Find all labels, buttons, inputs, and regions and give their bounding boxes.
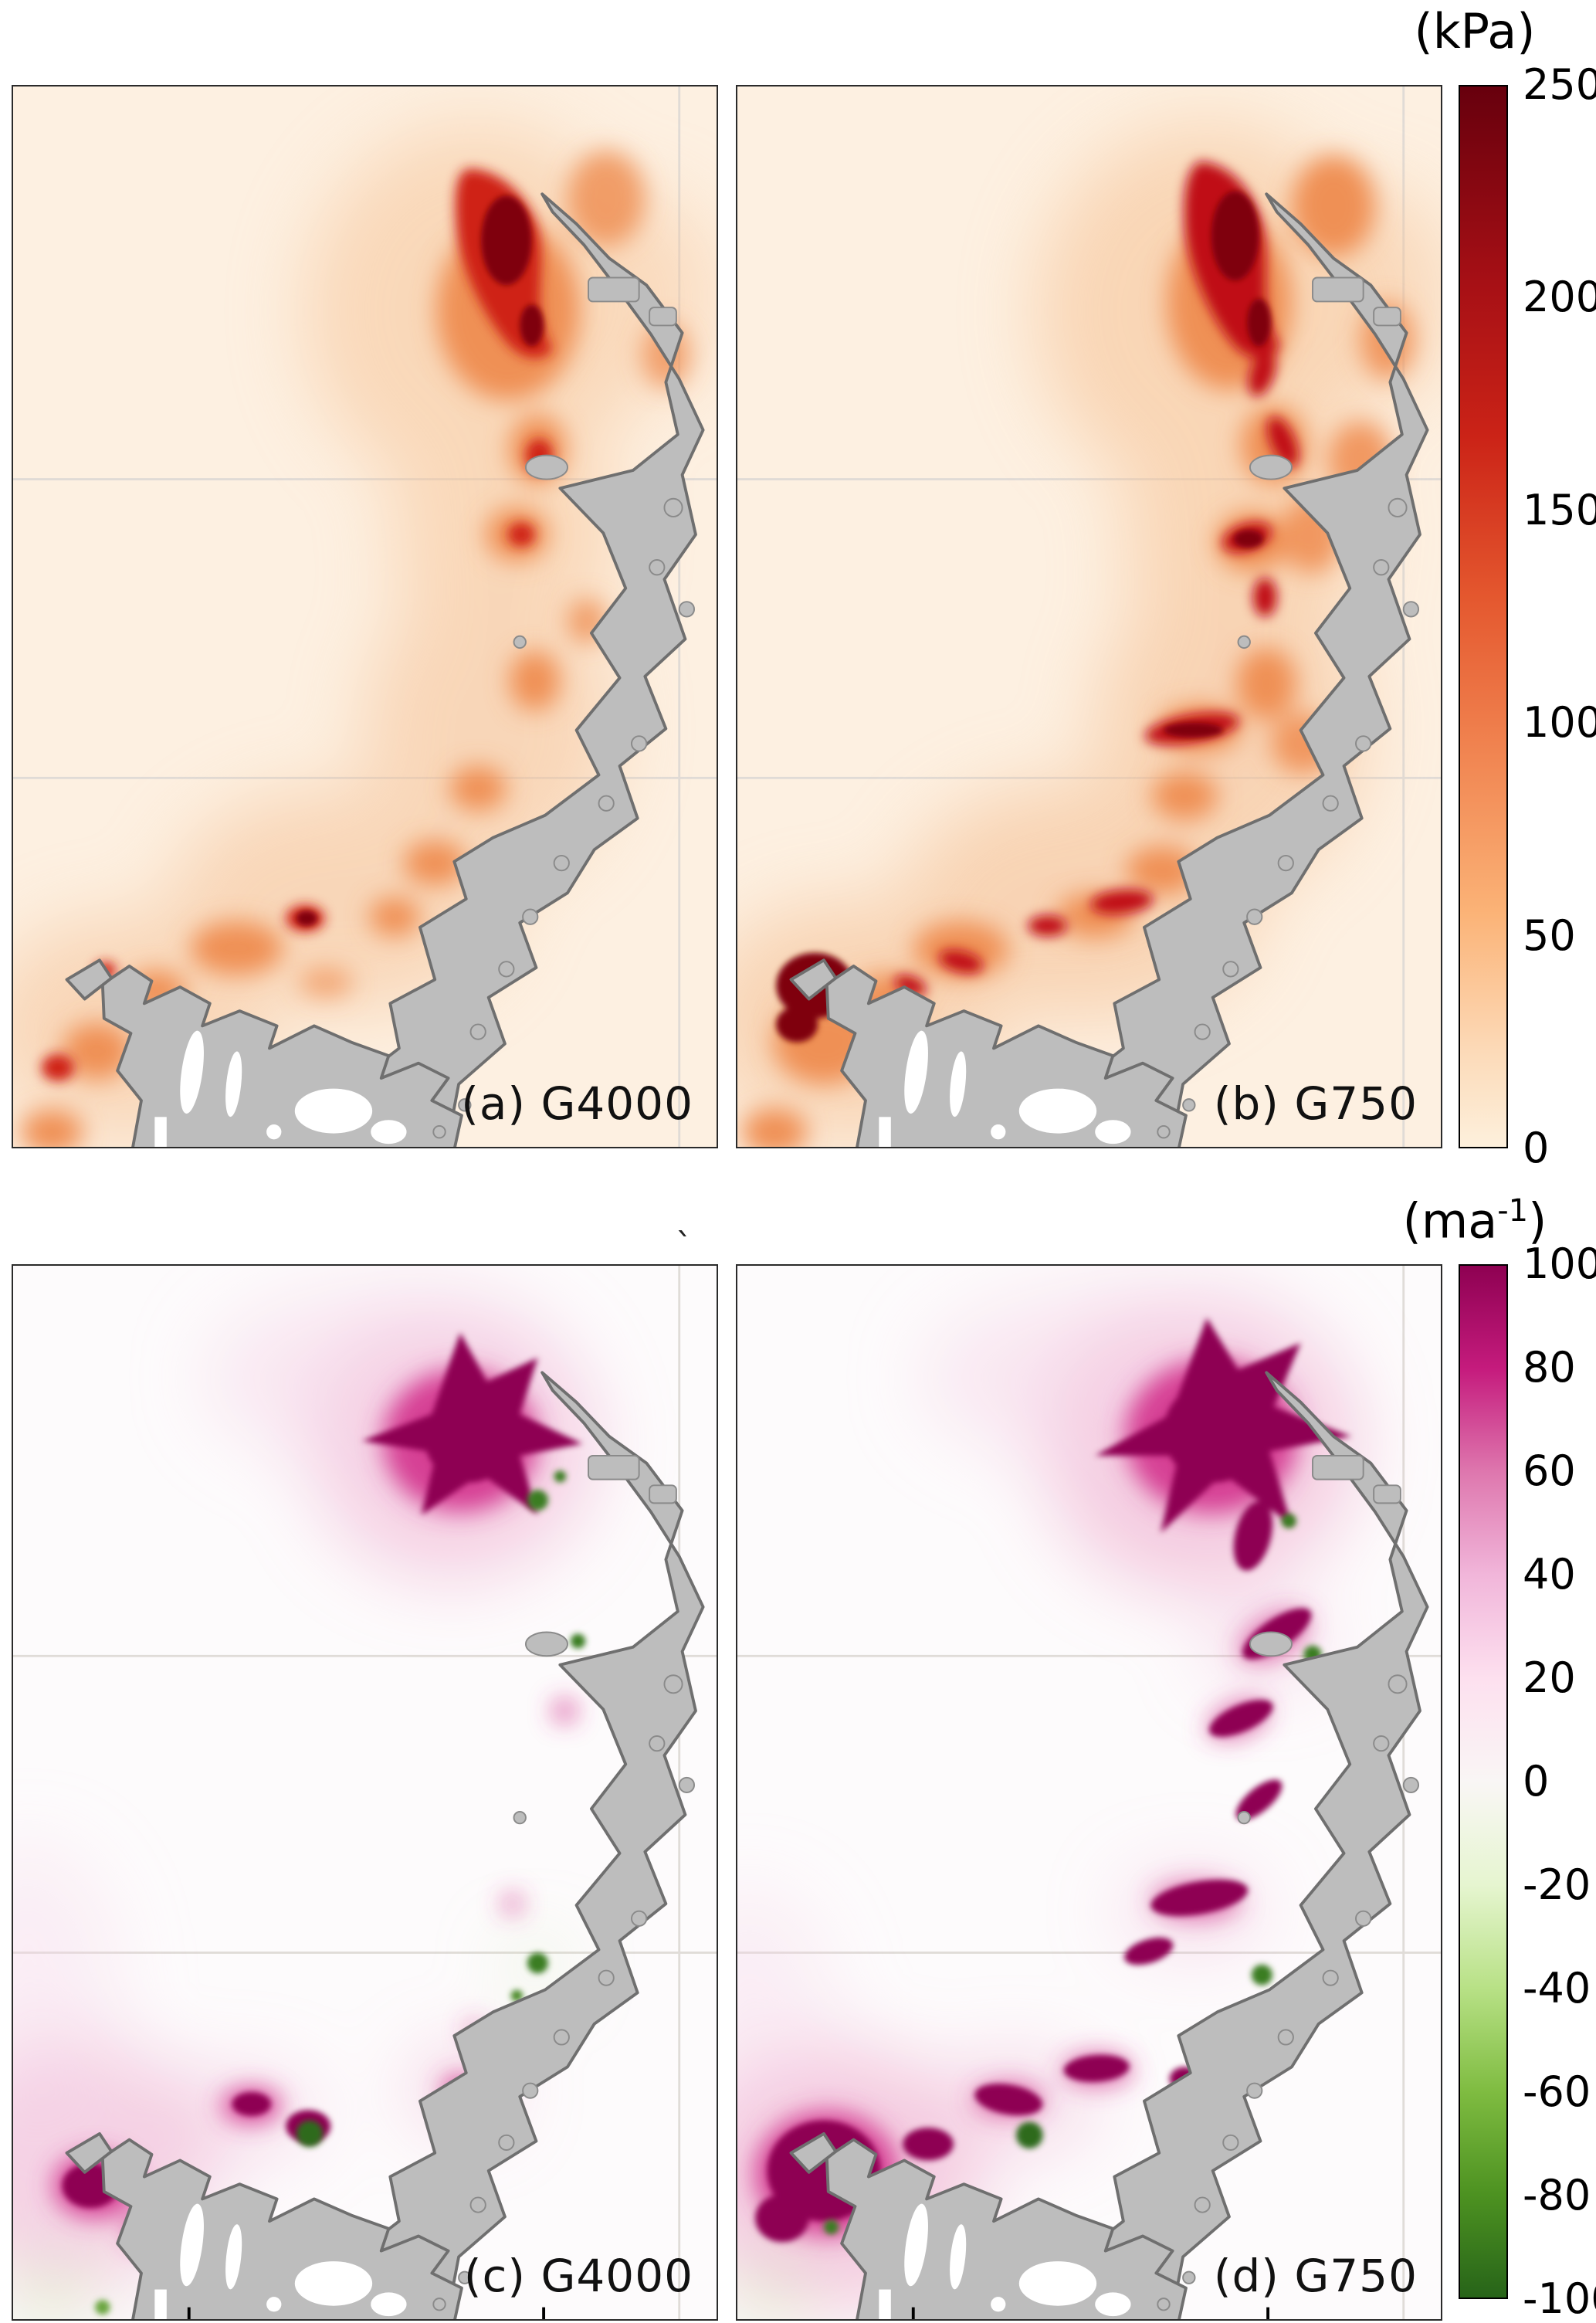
tick-label: -100: [1523, 2274, 1596, 2323]
tick-label: 150: [1523, 485, 1596, 534]
tick-label: -20: [1523, 1860, 1591, 1909]
tick-label: 0: [1523, 1124, 1550, 1172]
stress-map-g750: [737, 86, 1441, 1147]
panel-a-label: (a) G4000: [461, 1077, 693, 1130]
unit-superscript: -1: [1497, 1193, 1529, 1229]
stress-map-g4000: [13, 86, 717, 1147]
unit-prefix: (ma: [1402, 1192, 1498, 1250]
rate-map-g750: [737, 1266, 1441, 2319]
tick-label: 60: [1523, 1446, 1576, 1495]
tick-label: 200: [1523, 273, 1596, 322]
colorbar-ma-unit: (ma-1): [1367, 1195, 1583, 1246]
tick-label: 80: [1523, 1343, 1576, 1392]
axis-tick-marks: [187, 2307, 546, 2319]
colorbar-ma-ticks: 100 80 60 40 20 0 -20 -40 -60 -80 -100: [1523, 1243, 1596, 2320]
tick-label: -60: [1523, 2067, 1591, 2116]
panel-b-label: (b) G750: [1213, 1077, 1418, 1130]
tick-label: -40: [1523, 1964, 1591, 2013]
panel-a-stress-g4000: (a) G4000: [12, 85, 718, 1148]
colorbar-kpa-unit: (kPa): [1414, 3, 1536, 59]
panel-d-label: (d) G750: [1213, 2250, 1418, 2302]
panel-c-rate-g4000: (c) G4000: [12, 1264, 718, 2321]
tick-label: 20: [1523, 1653, 1576, 1702]
tick-label: 250: [1523, 60, 1596, 109]
tick-label: -80: [1523, 2171, 1591, 2220]
panel-d-rate-g750: (d) G750: [736, 1264, 1442, 2321]
panel-b-stress-g750: (b) G750: [736, 85, 1442, 1148]
tick-label: 50: [1523, 911, 1576, 960]
unit-suffix: ): [1528, 1192, 1547, 1250]
axis-tick-marks: [911, 2307, 1270, 2319]
rate-map-g4000: [13, 1266, 717, 2319]
colorbar-kpa-ticks: 250 200 150 100 50 0: [1523, 64, 1596, 1169]
tick-label: 40: [1523, 1550, 1576, 1599]
colorbar-ma: [1459, 1264, 1508, 2299]
tick-label: 100: [1523, 698, 1596, 748]
colorbar-kpa: [1459, 85, 1508, 1148]
tick-label: 100: [1523, 1239, 1596, 1288]
tick-label: 0: [1523, 1757, 1550, 1806]
panel-c-label: (c) G4000: [463, 2250, 693, 2302]
stray-tick-mark: `: [676, 1226, 693, 1266]
